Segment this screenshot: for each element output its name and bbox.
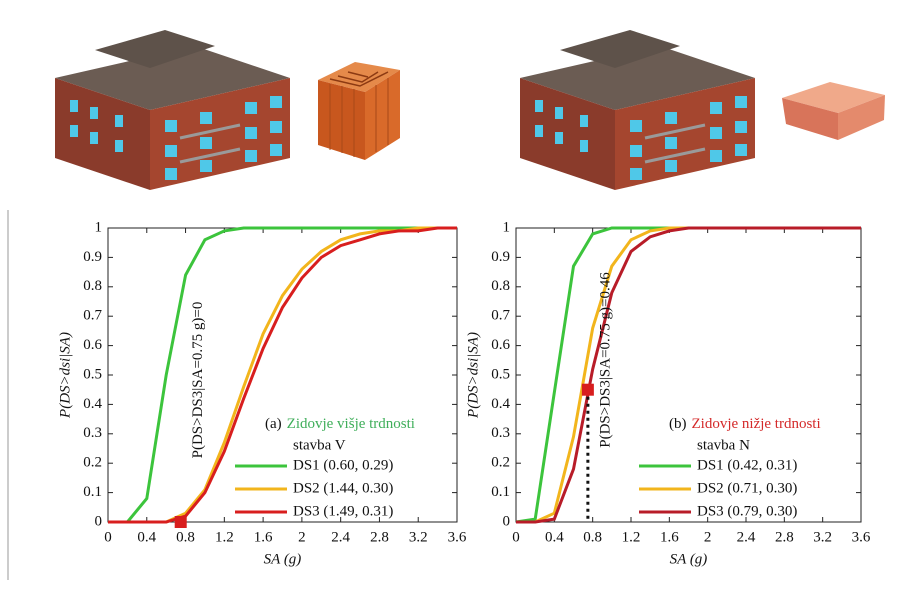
plot-frame	[516, 228, 861, 522]
curve	[516, 228, 861, 522]
x-tick-label: 2.8	[775, 529, 794, 545]
y-tick-label: 0.5	[491, 366, 510, 382]
x-tick-label: 0	[512, 529, 520, 545]
y-tick-label: 0.8	[83, 278, 102, 294]
x-tick-label: 2	[704, 529, 712, 545]
legend-title-prefix: (b)	[669, 416, 687, 432]
clay-block-illustration	[318, 62, 400, 160]
y-tick-label: 0	[503, 513, 511, 529]
x-tick-label: 0.8	[583, 529, 602, 545]
x-tick-label: 1.2	[215, 529, 234, 545]
curve	[516, 228, 861, 522]
y-tick-label: 0.7	[491, 308, 510, 324]
charts: 0 0.4 0.8 1.2 1.6 2 2.4 2.8 3.2 3.6 0 0.1 0.2 0.3 0.4 0…	[57, 219, 870, 567]
y-tick-label: 1	[95, 219, 103, 235]
x-tick-label: 3.2	[813, 529, 832, 545]
curve	[516, 228, 861, 522]
y-tick-label: 0.9	[491, 249, 510, 265]
legend-label: DS3 (1.49, 0.31)	[293, 503, 393, 519]
legend-title-prefix: (a)	[265, 416, 282, 432]
building-illustration	[55, 30, 290, 190]
y-tick-label: 0.3	[491, 425, 510, 441]
x-tick-label: 2.4	[331, 529, 350, 545]
y-tick-label: 1	[503, 219, 511, 235]
x-tick-label: 3.6	[448, 529, 467, 545]
plot-frame	[108, 228, 457, 522]
x-tick-label: 3.2	[409, 529, 428, 545]
brick-illustration	[782, 82, 885, 140]
y-tick-label: 0.1	[83, 484, 102, 500]
curve	[108, 228, 457, 522]
legend-subtitle: stavba V	[293, 437, 346, 453]
y-tick-label: 0.3	[83, 425, 102, 441]
x-tick-label: 2.8	[370, 529, 389, 545]
x-tick-label: 2.4	[737, 529, 756, 545]
x-tick-label: 0	[104, 529, 112, 545]
y-tick-label: 0.5	[83, 366, 102, 382]
x-axis-label: SA (g)	[670, 551, 708, 567]
y-tick-label: 0	[95, 513, 103, 529]
legend-label: DS1 (0.42, 0.31)	[697, 457, 797, 473]
x-axis-label: SA (g)	[264, 551, 302, 567]
legend-title-text: Zidovje višje trdnosti	[287, 416, 415, 432]
legend-title-text: Zidovje nižje trdnosti	[692, 416, 821, 432]
legend-label: DS2 (1.44, 0.30)	[293, 480, 393, 496]
legend-label: DS2 (0.71, 0.30)	[697, 480, 797, 496]
y-tick-label: 0.7	[83, 308, 102, 324]
y-axis-label: P(DS>dsi|SA)	[465, 332, 481, 419]
x-tick-label: 1.6	[254, 529, 273, 545]
y-tick-label: 0.1	[491, 484, 510, 500]
y-axis-label: P(DS>dsi|SA)	[57, 332, 73, 419]
y-tick-label: 0.8	[491, 278, 510, 294]
x-tick-label: 2	[298, 529, 306, 545]
legend-title: (b) Zidovje nižje trdnosti	[669, 416, 821, 432]
figure: 0 0.4 0.8 1.2 1.6 2 2.4 2.8 3.2 3.6 0 0.1 0.2 0.3 0.4 0…	[0, 0, 918, 591]
y-tick-label: 0.6	[491, 337, 510, 353]
y-tick-label: 0.2	[491, 455, 510, 471]
x-tick-label: 1.2	[622, 529, 641, 545]
curve	[108, 228, 457, 522]
curve	[108, 228, 457, 522]
y-tick-label: 0.4	[491, 396, 510, 412]
y-tick-label: 0.9	[83, 249, 102, 265]
x-tick-label: 1.6	[660, 529, 679, 545]
x-tick-label: 0.8	[176, 529, 195, 545]
x-tick-label: 3.6	[852, 529, 871, 545]
y-tick-label: 0.6	[83, 337, 102, 353]
legend-label: DS1 (0.60, 0.29)	[293, 457, 393, 473]
legend-title: (a) Zidovje višje trdnosti	[265, 416, 415, 432]
y-tick-label: 0.2	[83, 455, 102, 471]
legend-subtitle: stavba N	[697, 437, 750, 453]
y-tick-label: 0.4	[83, 396, 102, 412]
marker	[582, 384, 594, 396]
x-tick-label: 0.4	[545, 529, 564, 545]
legend-label: DS3 (0.79, 0.30)	[697, 503, 797, 519]
building-illustration	[520, 30, 755, 190]
annotation: P(DS>DS3|SA=0.75 g)=0	[190, 302, 206, 459]
annotation: P(DS>DS3|SA=0.75 g)=0.46	[597, 272, 613, 448]
x-tick-label: 0.4	[137, 529, 156, 545]
marker	[175, 516, 187, 528]
